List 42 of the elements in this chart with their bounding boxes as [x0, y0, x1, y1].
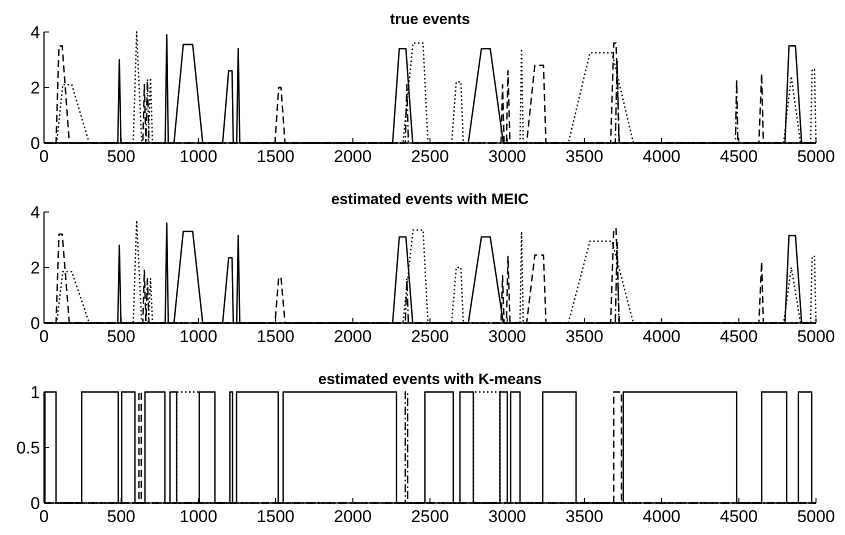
x-tick-label: 5000	[797, 507, 835, 526]
y-tick-label: 0	[30, 314, 40, 333]
x-tick-label: 3500	[565, 327, 604, 346]
x-tick-label: 2000	[334, 147, 372, 166]
y-tick-label: 0.5	[16, 438, 40, 458]
x-tick-label: 3000	[488, 507, 526, 526]
y-tick-label: 2	[30, 78, 40, 98]
y-tick-label: 0	[30, 134, 40, 153]
x-tick-label: 3500	[565, 507, 604, 526]
x-tick-label: 2000	[334, 327, 372, 346]
x-tick-label: 4500	[720, 507, 758, 526]
chart-title: true events	[390, 11, 470, 28]
x-tick-label: 1000	[179, 147, 218, 166]
x-tick-label: 500	[107, 147, 136, 166]
x-tick-label: 1000	[179, 327, 218, 346]
x-tick-label: 2500	[411, 507, 449, 526]
x-tick-label: 3000	[488, 327, 526, 346]
x-tick-label: 4000	[642, 147, 681, 166]
x-tick-label: 3500	[565, 147, 604, 166]
chart-title: estimated events with MEIC	[331, 191, 529, 208]
x-tick-label: 4000	[642, 507, 681, 526]
x-tick-label: 3000	[488, 147, 526, 166]
x-tick-label: 2500	[411, 327, 449, 346]
x-tick-label: 4000	[642, 327, 681, 346]
x-tick-label: 5000	[797, 327, 835, 346]
y-tick-label: 1	[30, 383, 40, 402]
chart-title: estimated events with K-means	[318, 371, 542, 388]
y-tick-label: 0	[30, 494, 40, 513]
y-tick-label: 4	[30, 23, 40, 42]
y-tick-label: 2	[30, 258, 40, 278]
y-tick-label: 4	[30, 203, 40, 222]
x-tick-label: 1500	[256, 507, 295, 526]
x-tick-label: 2500	[411, 147, 449, 166]
x-tick-label: 2000	[334, 507, 372, 526]
x-tick-label: 5000	[797, 147, 835, 166]
x-tick-label: 4500	[720, 327, 758, 346]
x-tick-label: 4500	[720, 147, 758, 166]
x-tick-label: 1500	[256, 327, 295, 346]
x-tick-label: 500	[107, 507, 136, 526]
x-tick-label: 1500	[256, 147, 295, 166]
x-tick-label: 1000	[179, 507, 218, 526]
x-tick-label: 500	[107, 327, 136, 346]
